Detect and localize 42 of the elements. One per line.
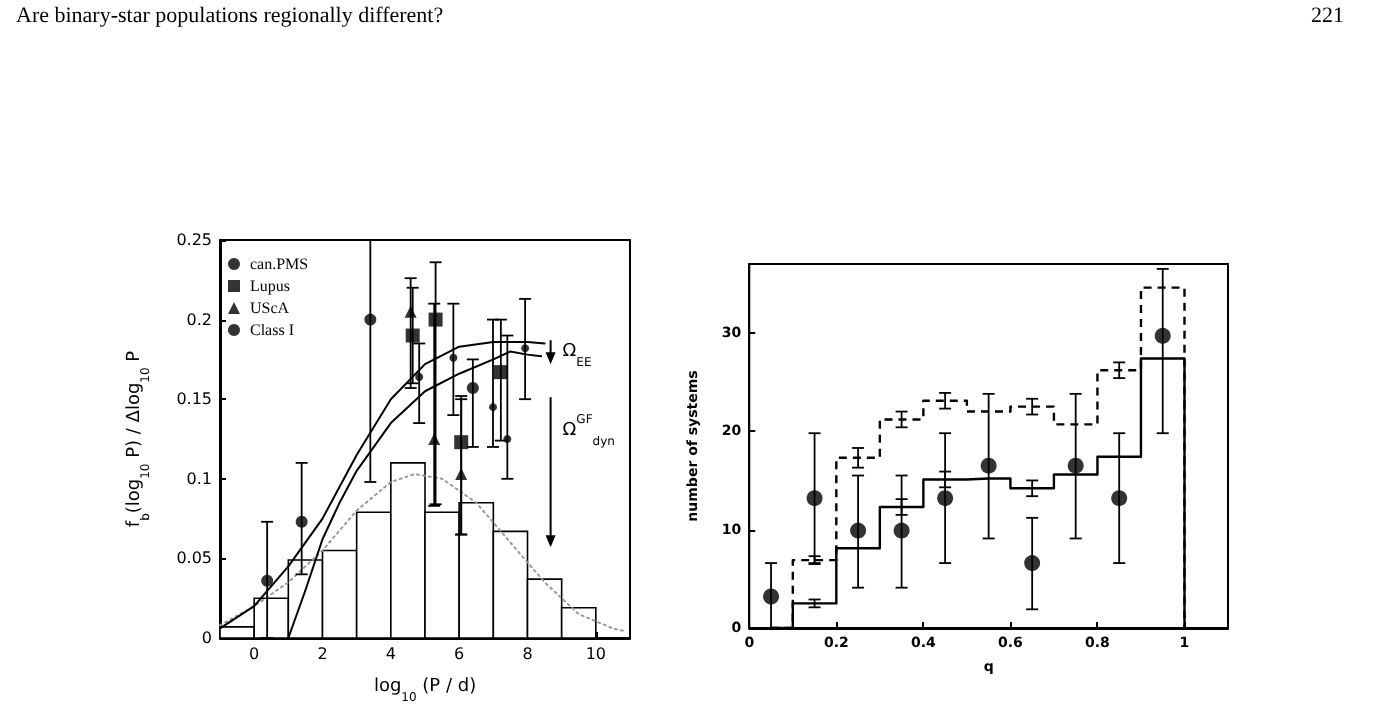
- y-tick-label: 0.15: [176, 390, 212, 409]
- point: [763, 588, 780, 605]
- point: [455, 468, 468, 481]
- point: [261, 574, 274, 587]
- point: [937, 490, 954, 507]
- text: 221: [1311, 4, 1344, 28]
- legend-label: Class I: [250, 321, 295, 339]
- point: [415, 372, 424, 381]
- point: [893, 522, 910, 539]
- point: [493, 365, 508, 380]
- point: [405, 328, 420, 343]
- point: [806, 490, 823, 507]
- point: [850, 522, 867, 539]
- point: [503, 435, 512, 443]
- point: [521, 344, 530, 353]
- y-tick-label: 0.1: [186, 469, 212, 488]
- point: [1154, 327, 1171, 344]
- point: [980, 457, 997, 474]
- point: [449, 353, 458, 362]
- point: [1067, 457, 1084, 474]
- point: [489, 403, 497, 412]
- point: [428, 312, 443, 327]
- text: Are binary-star populations regionally different?: [16, 4, 444, 28]
- point: [428, 433, 441, 445]
- x-tick-label: 4: [385, 645, 396, 663]
- x-tick-label: 6: [454, 645, 465, 663]
- legend-label: Lupus: [250, 277, 290, 295]
- x-tick-label: 10: [585, 645, 607, 663]
- legend-label: UScA: [250, 299, 290, 317]
- point: [1111, 490, 1128, 507]
- y-tick-label: 0.25: [176, 231, 212, 249]
- x-tick-label: 8: [522, 645, 533, 663]
- y-tick-label: 0.2: [186, 310, 212, 329]
- point: [466, 382, 479, 395]
- legend-label: can.PMS: [250, 255, 309, 273]
- y-tick-label: 0.05: [176, 549, 212, 568]
- point: [364, 313, 377, 326]
- x-tick-label: 0: [249, 645, 260, 663]
- point: [454, 435, 469, 450]
- x-tick-label: 2: [317, 645, 328, 663]
- point: [295, 515, 308, 528]
- point: [1024, 555, 1041, 572]
